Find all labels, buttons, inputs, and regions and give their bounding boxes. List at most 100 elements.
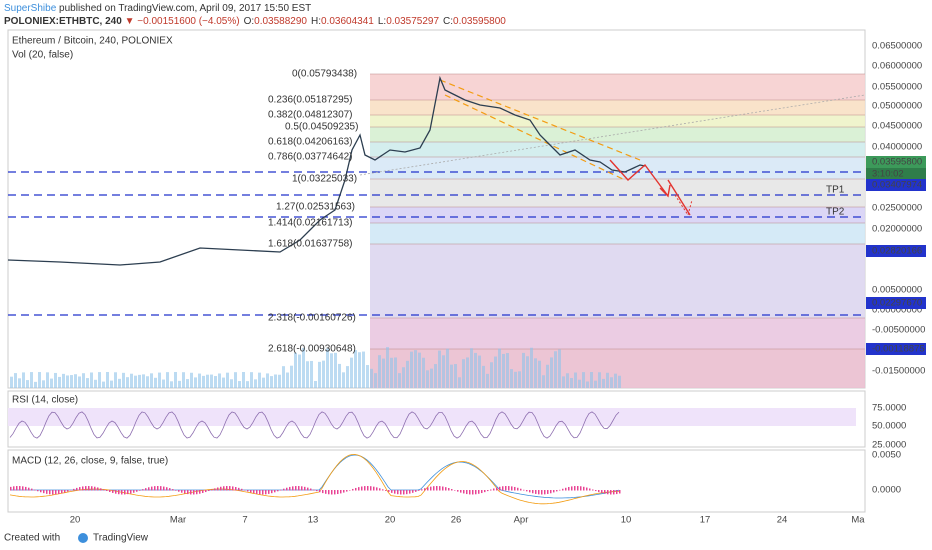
- hist-bar: [334, 490, 336, 495]
- hist-bar: [76, 487, 78, 491]
- volume-bar: [150, 373, 153, 388]
- volume-bar: [78, 376, 81, 388]
- rsi-band: [8, 408, 856, 426]
- hist-bar: [412, 490, 414, 493]
- hist-bar: [118, 490, 120, 495]
- hist-bar: [226, 486, 228, 491]
- rsi-tick: 25.0000: [872, 440, 906, 451]
- hist-bar: [421, 489, 423, 491]
- volume-bar: [286, 372, 289, 388]
- hist-bar: [589, 488, 591, 491]
- hist-bar: [79, 487, 81, 491]
- hist-bar: [88, 486, 90, 491]
- hist-bar: [397, 490, 399, 495]
- hist-bar: [250, 490, 252, 493]
- volume-bar: [486, 373, 489, 388]
- volume-bar: [126, 377, 129, 388]
- hist-bar: [46, 490, 48, 494]
- x-tick: 13: [308, 515, 319, 526]
- hist-bar: [439, 486, 441, 491]
- volume-bar: [162, 379, 165, 388]
- volume-bar: [142, 374, 145, 388]
- hist-bar: [592, 489, 594, 491]
- volume-bar: [18, 378, 21, 388]
- volume-bar: [318, 361, 321, 388]
- hist-bar: [505, 486, 507, 491]
- hist-bar: [376, 487, 378, 491]
- hist-bar: [34, 489, 36, 491]
- volume-bar: [46, 372, 49, 388]
- hist-bar: [85, 486, 87, 491]
- volume-bar: [342, 372, 345, 388]
- hist-bar: [64, 490, 66, 493]
- hist-bar: [55, 490, 57, 495]
- hist-bar: [406, 490, 408, 495]
- volume-bar: [158, 372, 161, 388]
- volume-bar: [278, 374, 281, 388]
- volume-bar: [594, 380, 597, 388]
- hist-bar: [217, 487, 219, 491]
- fib-label: 0.786(0.03774642): [268, 152, 353, 163]
- ohlc-label: O:: [244, 16, 255, 27]
- fib-label: 2.618(-0.00930648): [268, 344, 356, 355]
- volume-bar: [358, 352, 361, 388]
- hist-bar: [100, 488, 102, 491]
- volume-bar: [462, 359, 465, 388]
- hist-bar: [322, 490, 324, 494]
- volume-bar: [170, 381, 173, 388]
- hist-bar: [547, 490, 549, 494]
- volume-bar: [454, 364, 457, 388]
- target-label: TP2: [826, 207, 845, 218]
- hist-bar: [151, 486, 153, 491]
- fib-band: [370, 74, 865, 100]
- volume-bar: [306, 361, 309, 388]
- hist-bar: [409, 490, 411, 494]
- x-tick: 20: [70, 515, 81, 526]
- volume-bar: [314, 380, 317, 388]
- hist-bar: [457, 490, 459, 492]
- trend-line: [359, 94, 866, 176]
- hist-bar: [160, 486, 162, 491]
- hist-bar: [385, 490, 387, 491]
- volume-bar: [474, 352, 477, 388]
- signal-line: [9, 453, 620, 505]
- volume-bar: [266, 373, 269, 388]
- volume-bar: [90, 372, 93, 388]
- volume-bar: [222, 377, 225, 388]
- hist-bar: [241, 488, 243, 491]
- volume-bar: [394, 357, 397, 388]
- hist-bar: [346, 490, 348, 492]
- hist-bar: [352, 488, 354, 491]
- hist-bar: [367, 486, 369, 491]
- hist-bar: [415, 490, 417, 492]
- hist-bar: [538, 490, 540, 495]
- hist-bar: [553, 490, 555, 493]
- hist-bar: [274, 490, 276, 493]
- hist-bar: [499, 486, 501, 491]
- hist-bar: [124, 490, 126, 495]
- panes: [7, 29, 866, 513]
- volume-bar: [298, 354, 301, 388]
- hist-bar: [460, 490, 462, 493]
- hist-bar: [520, 488, 522, 491]
- hist-bar: [28, 487, 30, 491]
- volume-bar: [430, 368, 433, 388]
- volume-bar: [370, 368, 373, 388]
- ohlc-value: 0.03604341: [321, 16, 374, 27]
- volume-bar: [574, 372, 577, 388]
- hist-bar: [325, 490, 327, 494]
- price-tick: 0.06500000: [872, 41, 922, 52]
- hist-bar: [97, 487, 99, 491]
- volume-bar: [502, 353, 505, 388]
- volume-bar: [134, 375, 137, 388]
- hist-bar: [610, 490, 612, 495]
- hist-bar: [115, 490, 117, 494]
- footer-brand[interactable]: TradingView: [93, 533, 149, 544]
- hist-bar: [244, 489, 246, 491]
- hist-bar: [478, 490, 480, 494]
- macd-tick: 0.0000: [872, 485, 901, 496]
- price-marker: [866, 297, 926, 309]
- volume-bar: [294, 352, 297, 388]
- volume-bar: [102, 381, 105, 388]
- hist-bar: [379, 488, 381, 491]
